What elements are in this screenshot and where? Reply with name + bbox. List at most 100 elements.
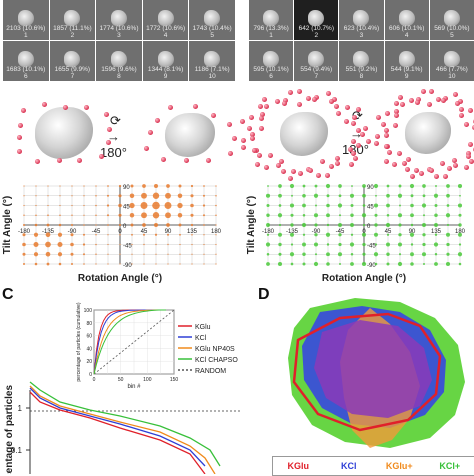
projection-dot: [384, 133, 389, 138]
angular-point: [315, 253, 317, 255]
angular-point: [422, 184, 426, 188]
angular-point: [179, 254, 180, 255]
angular-point: [203, 263, 204, 264]
angular-point: [387, 234, 389, 236]
projection-dot: [18, 123, 23, 128]
model-left-after: [165, 113, 215, 157]
legend-kglu-plus: KGlu+: [374, 457, 425, 475]
projection-dot: [106, 140, 111, 145]
angular-point: [178, 193, 183, 198]
angular-point: [435, 253, 437, 255]
inset-x-tick-label: 50: [118, 377, 124, 383]
panel-d-legend: KGlu KCl KGlu+ KCl+: [272, 456, 474, 476]
angular-point: [326, 184, 330, 188]
angular-point: [458, 233, 462, 237]
angular-point: [338, 233, 341, 236]
projection-dot: [306, 96, 311, 101]
projection-dot: [282, 101, 287, 106]
angular-point: [215, 244, 216, 245]
projection-dot: [443, 174, 448, 179]
projection-dot: [57, 158, 62, 163]
class-average-cell: 642 (10.7%) 2: [294, 0, 338, 40]
angular-point: [35, 224, 38, 227]
angular-point: [362, 184, 366, 188]
angular-point: [447, 204, 450, 207]
angular-point: [290, 252, 294, 256]
angular-point: [70, 233, 73, 236]
angular-point: [459, 263, 462, 266]
angular-point: [177, 203, 182, 208]
angular-point: [399, 253, 401, 255]
class-average-density: [308, 51, 324, 67]
projection-dot: [405, 167, 410, 172]
angular-point: [130, 193, 135, 198]
angular-point: [386, 223, 390, 227]
projection-dot: [351, 139, 356, 144]
class-average-cell: 1186 (7.1%) 10: [189, 41, 235, 81]
angular-point: [446, 184, 450, 188]
angular-point: [83, 195, 84, 196]
angular-point: [203, 185, 205, 187]
projection-dot: [184, 158, 189, 163]
angular-point: [191, 263, 192, 264]
angular-point: [203, 204, 205, 206]
angular-point: [131, 254, 132, 255]
class-average-density: [399, 51, 415, 67]
angular-point: [350, 194, 354, 198]
projection-dot: [241, 145, 246, 150]
class-average-cell: 551 (9.2%) 8: [339, 41, 383, 81]
y-tick-label: 1: [18, 404, 23, 413]
angular-point: [23, 205, 24, 206]
angular-point: [83, 185, 84, 186]
angular-point: [119, 185, 121, 187]
angular-point: [266, 194, 270, 198]
projection-dot: [469, 159, 474, 164]
class-average-cell: 1772 (10.6%) 4: [143, 0, 189, 40]
angular-point: [153, 193, 159, 199]
angular-point: [167, 234, 169, 236]
angular-point: [351, 234, 353, 236]
angular-point: [215, 263, 216, 264]
angular-point: [155, 234, 157, 236]
class-average-density: [263, 10, 279, 26]
angular-point: [83, 263, 85, 265]
angular-point: [302, 204, 306, 208]
angular-point: [35, 195, 36, 196]
angular-point: [155, 254, 156, 255]
angular-point: [326, 252, 330, 256]
legend-label: KGlu NP40S: [195, 346, 235, 353]
projection-dot: [144, 146, 149, 151]
projection-dot: [356, 107, 361, 112]
projection-dot: [344, 119, 349, 124]
y-tick-label: 45: [123, 205, 130, 211]
class-average-label: 554 (9.4%) 7: [294, 66, 338, 80]
projection-dot: [427, 102, 432, 107]
angular-point: [362, 243, 365, 246]
class-average-cell: 595 (10.1%) 6: [249, 41, 293, 81]
x-tick-label: 180: [211, 229, 222, 235]
projection-dot: [259, 126, 264, 131]
class-average-density: [399, 10, 415, 26]
angular-point: [59, 224, 62, 227]
inset-y-tick-label: 80: [86, 321, 92, 327]
angular-point: [398, 213, 402, 217]
angular-point: [435, 234, 437, 236]
class-average-cell: 466 (7.7%) 10: [430, 41, 474, 81]
angular-point: [215, 205, 217, 207]
angular-point: [129, 203, 134, 208]
angular-point: [95, 263, 96, 264]
angular-point: [339, 214, 341, 216]
panel-d-overlay: [260, 290, 474, 455]
angular-point: [179, 224, 182, 227]
projection-dot: [394, 101, 399, 106]
angular-point: [458, 184, 462, 188]
angular-point: [386, 204, 390, 208]
projection-dot: [393, 123, 398, 128]
projection-dot: [21, 108, 26, 113]
angular-point: [290, 223, 293, 226]
angular-point: [374, 184, 378, 188]
angular-point: [326, 233, 330, 237]
angular-point: [434, 242, 438, 246]
angular-point: [302, 262, 305, 265]
